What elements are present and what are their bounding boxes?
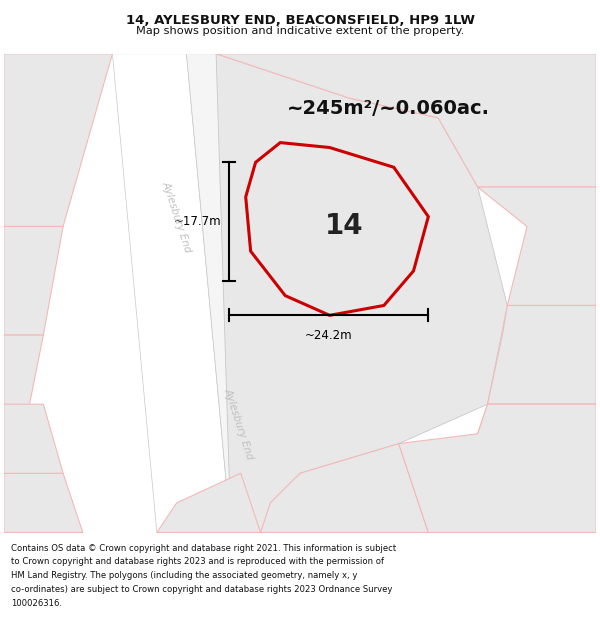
Polygon shape (4, 335, 43, 434)
Polygon shape (260, 444, 428, 532)
Text: 14, AYLESBURY END, BEACONSFIELD, HP9 1LW: 14, AYLESBURY END, BEACONSFIELD, HP9 1LW (125, 14, 475, 27)
Polygon shape (399, 404, 596, 532)
Text: to Crown copyright and database rights 2023 and is reproduced with the permissio: to Crown copyright and database rights 2… (11, 558, 384, 566)
Text: HM Land Registry. The polygons (including the associated geometry, namely x, y: HM Land Registry. The polygons (includin… (11, 571, 357, 580)
Text: Map shows position and indicative extent of the property.: Map shows position and indicative extent… (136, 26, 464, 36)
Polygon shape (157, 473, 260, 532)
Text: Aylesbury End: Aylesbury End (160, 179, 193, 254)
Text: Aylesbury End: Aylesbury End (223, 387, 255, 461)
Polygon shape (4, 226, 63, 335)
Polygon shape (4, 404, 63, 473)
Polygon shape (478, 187, 596, 306)
Polygon shape (216, 54, 596, 187)
Polygon shape (112, 54, 231, 532)
Text: 100026316.: 100026316. (11, 599, 62, 608)
Text: ~245m²/~0.060ac.: ~245m²/~0.060ac. (287, 99, 490, 118)
Polygon shape (216, 54, 507, 532)
Polygon shape (246, 142, 428, 316)
Polygon shape (4, 473, 83, 532)
Text: ~24.2m: ~24.2m (305, 329, 352, 342)
Text: 14: 14 (325, 213, 364, 241)
Text: ~17.7m: ~17.7m (173, 215, 221, 228)
Text: co-ordinates) are subject to Crown copyright and database rights 2023 Ordnance S: co-ordinates) are subject to Crown copyr… (11, 585, 392, 594)
Polygon shape (428, 404, 596, 532)
Text: Contains OS data © Crown copyright and database right 2021. This information is : Contains OS data © Crown copyright and d… (11, 544, 396, 552)
Polygon shape (187, 54, 260, 532)
Polygon shape (4, 454, 19, 503)
Polygon shape (4, 54, 112, 226)
Polygon shape (488, 306, 596, 404)
